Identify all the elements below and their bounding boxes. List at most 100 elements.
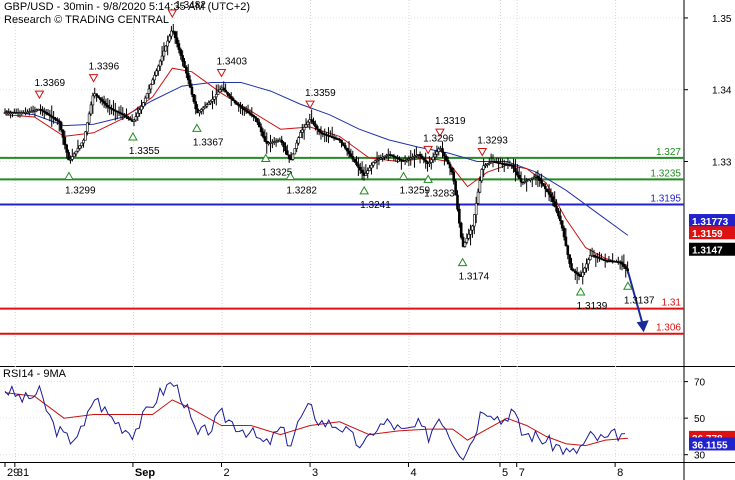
candle-body — [142, 102, 145, 107]
pivot-low-marker — [398, 171, 409, 180]
candle-body — [486, 163, 489, 166]
candle-body — [482, 165, 485, 170]
candle-body — [342, 142, 345, 146]
candle-body — [424, 159, 427, 163]
candle-body — [297, 137, 300, 144]
candle-body — [304, 124, 308, 128]
candle-body — [293, 148, 297, 155]
candle-body — [228, 93, 231, 97]
candle-body — [127, 117, 130, 119]
candle-body — [472, 214, 476, 227]
candle-body — [99, 97, 102, 100]
candle-body — [104, 103, 108, 106]
candle-body — [372, 162, 375, 166]
candle-body — [209, 101, 212, 104]
candle-body — [463, 242, 467, 247]
candle-body — [261, 131, 265, 137]
candle-body — [71, 156, 74, 160]
pivot-high-marker — [423, 145, 434, 155]
candle-body — [465, 238, 469, 243]
top-pivot-marker — [167, 9, 178, 19]
candle-body — [241, 106, 244, 109]
candle-body — [441, 148, 444, 153]
chart-title: GBP/USD - 30min - 9/8/2020 5:14:35 AM (U… — [4, 1, 251, 13]
candle-body — [177, 43, 181, 50]
candle-body — [536, 175, 540, 179]
pivot-low-marker — [192, 123, 202, 132]
candle-body — [568, 254, 571, 264]
candle-body — [409, 157, 413, 160]
candle-body — [345, 147, 349, 152]
candle-body — [203, 105, 207, 109]
candle-body — [164, 45, 168, 52]
candle-body — [198, 110, 201, 114]
candle-body — [353, 158, 356, 163]
candle-body — [448, 163, 452, 169]
candle-body — [190, 86, 194, 95]
candle-body — [254, 116, 257, 119]
candle-body — [549, 194, 553, 198]
candle-body — [168, 35, 171, 42]
axis-value-tag-label: 1.3147 — [692, 246, 723, 257]
candle-body — [59, 122, 63, 131]
candle-body — [443, 152, 446, 157]
candle-body — [553, 201, 556, 207]
candle-body — [450, 167, 454, 173]
candle-body — [175, 37, 179, 44]
candle-body — [41, 109, 44, 112]
candle-body — [239, 105, 242, 108]
pivot-high-label: 1.3359 — [305, 88, 336, 99]
pivot-low-label: 1.3299 — [65, 185, 96, 196]
candle-body — [349, 153, 353, 157]
candle-body — [351, 156, 355, 160]
candle-body — [343, 145, 347, 149]
pivot-high-marker — [216, 69, 227, 78]
candle-body — [474, 203, 478, 216]
date-tick-label: 4 — [410, 467, 416, 479]
price-tick-label: 1.34 — [712, 86, 732, 97]
candle-body — [117, 111, 121, 114]
pivot-low-marker — [575, 287, 586, 296]
candle-body — [420, 155, 424, 159]
level-label: 1.306 — [656, 323, 681, 334]
price-series — [3, 24, 629, 285]
candle-body — [527, 179, 530, 181]
axis-value-tag-label: 1.3159 — [692, 229, 723, 240]
candle-body — [76, 148, 80, 152]
moving-averages — [4, 67, 629, 266]
candle-body — [456, 194, 459, 210]
pivot-high-label: 1.3369 — [34, 78, 65, 89]
pivot-high-marker — [435, 128, 445, 138]
candle-body — [121, 113, 125, 116]
candle-body — [572, 269, 575, 272]
candle-body — [235, 102, 239, 105]
candle-body — [218, 89, 222, 93]
level-label: 1.3235 — [650, 168, 681, 179]
forecast-arrowhead — [636, 320, 649, 333]
candle-body — [315, 126, 319, 130]
candle-body — [370, 164, 373, 169]
candle-body — [67, 152, 70, 161]
candle-body — [573, 270, 577, 273]
candle-body — [97, 95, 100, 98]
candle-body — [340, 139, 343, 144]
candle-body — [461, 236, 465, 247]
candle-body — [42, 110, 46, 113]
candle-body — [525, 180, 528, 182]
candle-body — [375, 159, 379, 162]
candle-body — [394, 156, 398, 159]
candle-body — [284, 146, 287, 152]
candle-body — [437, 148, 441, 152]
candle-body — [95, 93, 98, 96]
candle-body — [532, 176, 536, 179]
rsi-line — [4, 381, 626, 461]
candle-body — [295, 142, 298, 149]
price-tick-label: 1.35 — [712, 14, 732, 25]
rsi-tick-label: 50 — [694, 414, 706, 425]
axis-value-tag — [689, 242, 735, 256]
candle-body — [248, 112, 252, 115]
candle-body — [65, 144, 69, 153]
